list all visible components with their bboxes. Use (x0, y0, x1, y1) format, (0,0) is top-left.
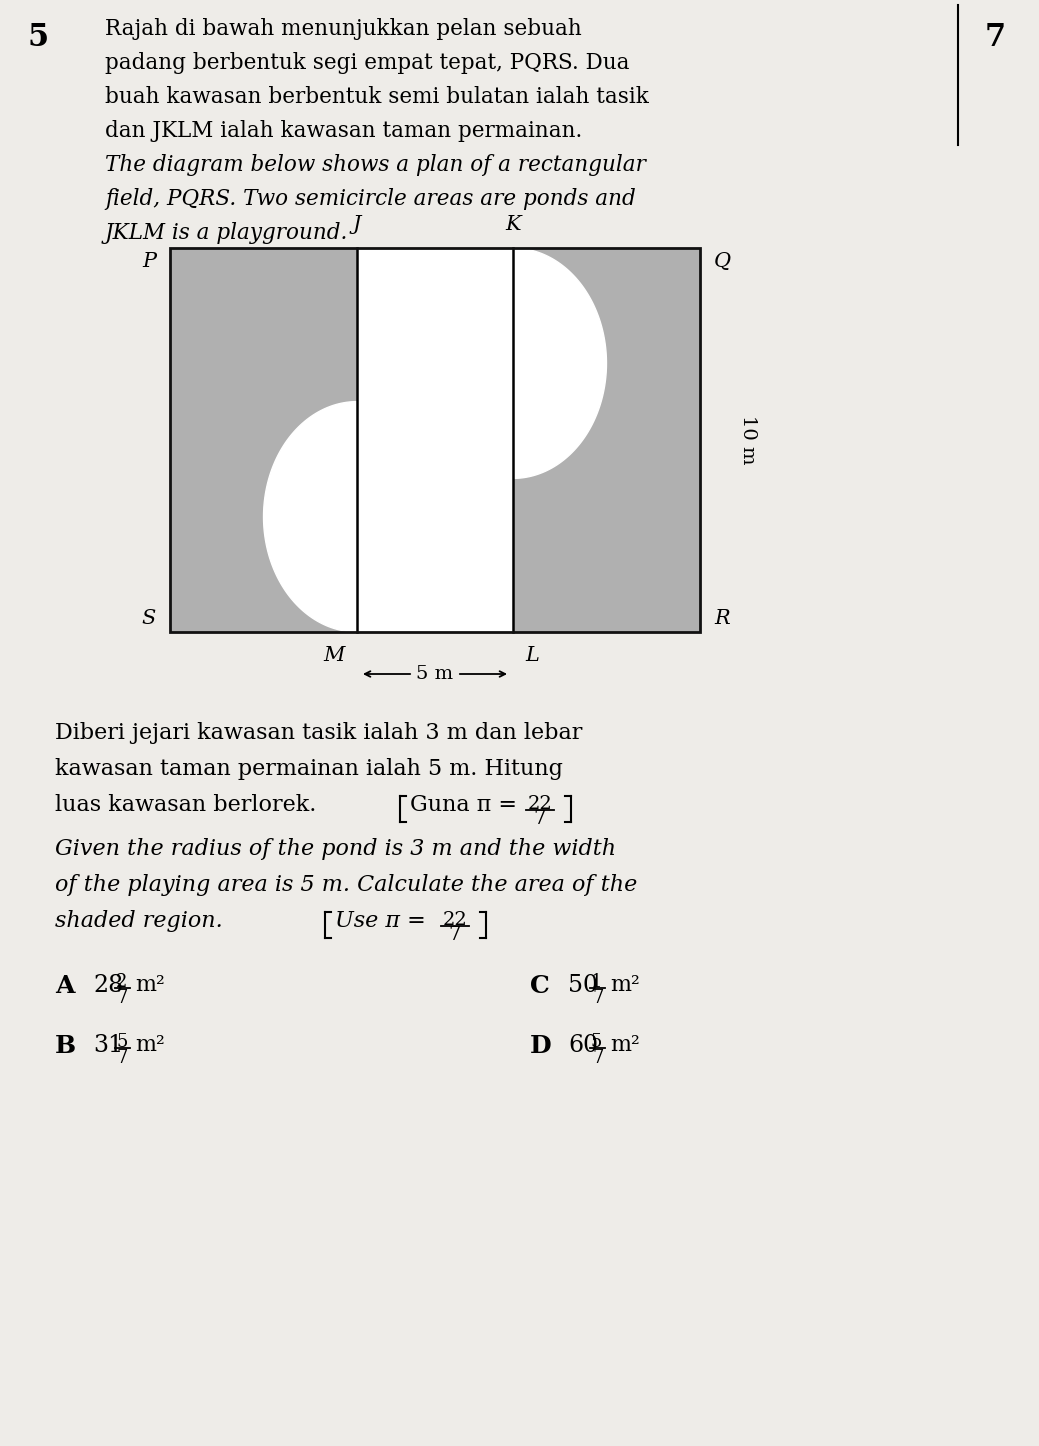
Text: m²: m² (610, 975, 640, 996)
Text: C: C (530, 975, 550, 998)
Text: Given the radius of the pond is 3 m and the width: Given the radius of the pond is 3 m and … (55, 839, 616, 860)
Text: m²: m² (610, 1034, 640, 1056)
Text: B: B (55, 1034, 76, 1058)
Text: J: J (353, 215, 362, 234)
Text: 7: 7 (117, 989, 129, 1006)
Text: M: M (324, 646, 345, 665)
Text: Guna π =: Guna π = (410, 794, 517, 816)
Text: 1: 1 (591, 973, 603, 991)
Text: P: P (142, 252, 156, 270)
Text: kawasan taman permainan ialah 5 m. Hitung: kawasan taman permainan ialah 5 m. Hitun… (55, 758, 563, 779)
Bar (170, 249, 700, 632)
Text: buah kawasan berbentuk semi bulatan ialah tasik: buah kawasan berbentuk semi bulatan iala… (105, 85, 649, 108)
Text: A: A (55, 975, 75, 998)
Text: 5 m: 5 m (417, 665, 454, 683)
Text: 10 m: 10 m (739, 415, 757, 464)
Text: Q: Q (714, 252, 731, 270)
Text: The diagram below shows a plan of a rectangular: The diagram below shows a plan of a rect… (105, 155, 646, 176)
Text: m²: m² (135, 1034, 165, 1056)
Text: Diberi jejari kawasan tasik ialah 3 m dan lebar: Diberi jejari kawasan tasik ialah 3 m da… (55, 722, 583, 745)
Text: shaded region.: shaded region. (55, 910, 222, 933)
Text: of the playing area is 5 m. Calculate the area of the: of the playing area is 5 m. Calculate th… (55, 873, 637, 897)
Text: 60: 60 (568, 1034, 598, 1057)
Text: K: K (505, 215, 521, 234)
Text: L: L (525, 646, 539, 665)
Polygon shape (513, 249, 607, 479)
Text: 7: 7 (534, 810, 547, 829)
Text: 5: 5 (28, 22, 49, 54)
Text: Rajah di bawah menunjukkan pelan sebuah: Rajah di bawah menunjukkan pelan sebuah (105, 17, 582, 40)
Text: 31: 31 (94, 1034, 124, 1057)
Text: R: R (714, 609, 729, 628)
Text: 5: 5 (116, 1032, 128, 1051)
Text: S: S (141, 609, 156, 628)
Text: JKLM is a playground.: JKLM is a playground. (105, 223, 348, 244)
Text: 7: 7 (117, 1048, 129, 1067)
Text: 22: 22 (528, 795, 553, 813)
Polygon shape (264, 402, 357, 632)
Text: 7: 7 (985, 22, 1006, 54)
Text: Use π =: Use π = (335, 910, 426, 933)
Text: 7: 7 (449, 925, 461, 944)
Text: m²: m² (135, 975, 165, 996)
Text: dan JKLM ialah kawasan taman permainan.: dan JKLM ialah kawasan taman permainan. (105, 120, 582, 142)
Text: padang berbentuk segi empat tepat, PQRS. Dua: padang berbentuk segi empat tepat, PQRS.… (105, 52, 630, 74)
Text: 22: 22 (443, 911, 468, 928)
Text: 5: 5 (591, 1032, 603, 1051)
Text: D: D (530, 1034, 552, 1058)
Text: luas kawasan berlorek.: luas kawasan berlorek. (55, 794, 316, 816)
Text: 7: 7 (592, 1048, 604, 1067)
Text: field, PQRS. Two semicircle areas are ponds and: field, PQRS. Two semicircle areas are po… (105, 188, 636, 210)
Text: 28: 28 (94, 975, 124, 996)
Bar (170, 249, 700, 632)
Bar (357, 249, 513, 632)
Text: 50: 50 (568, 975, 598, 996)
Text: 2: 2 (116, 973, 128, 991)
Text: 7: 7 (592, 989, 604, 1006)
